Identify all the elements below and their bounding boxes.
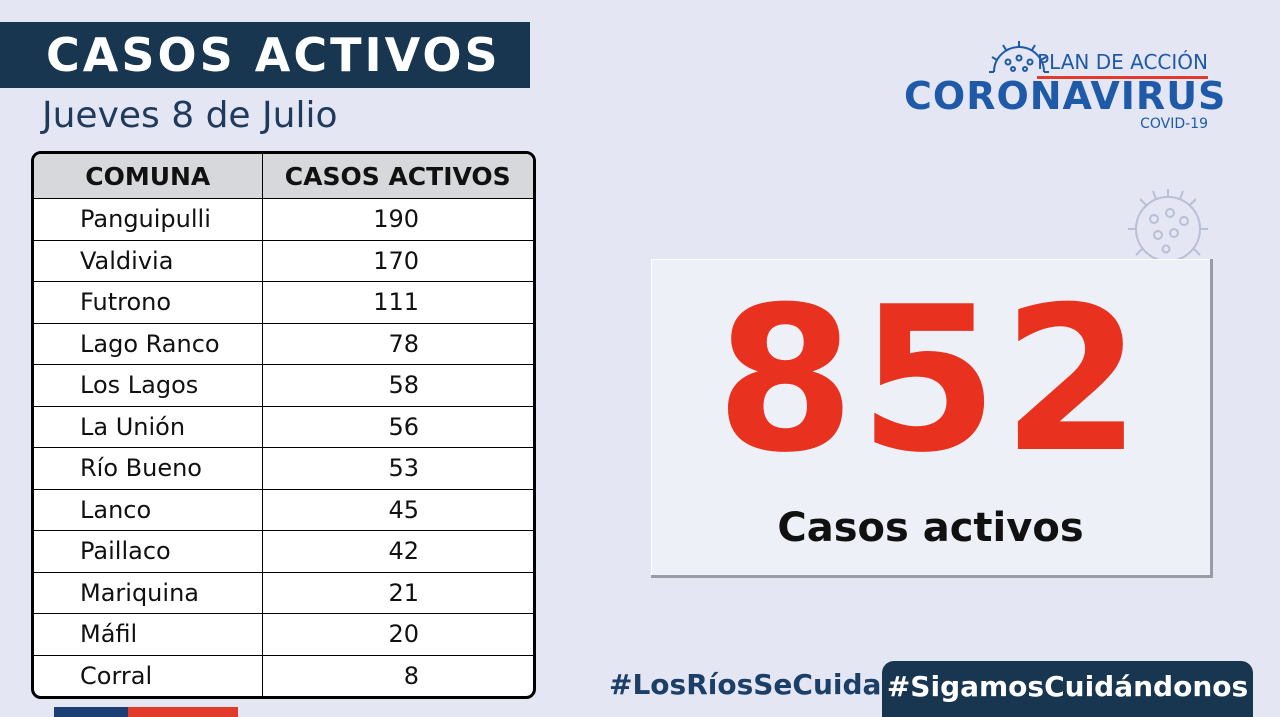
- comuna-cell: Paillaco: [34, 530, 263, 573]
- table-row: Valdivia 170: [34, 239, 533, 282]
- table-row: Río Bueno 53: [34, 447, 533, 490]
- coronavirus-logo: PLAN DE ACCIÓN CORONAVIRUS COVID-19: [900, 40, 1225, 136]
- footer-bar-red: [128, 707, 238, 717]
- title-bar: CASOS ACTIVOS: [0, 22, 530, 88]
- comuna-cell: Futrono: [34, 281, 263, 324]
- table-row: Paillaco 42: [34, 530, 533, 573]
- casos-cell: 45: [261, 488, 533, 531]
- comuna-cell: Lanco: [34, 488, 263, 531]
- casos-cell: 58: [261, 364, 533, 407]
- footer-color-bar: [54, 707, 238, 717]
- casos-cell: 190: [261, 198, 533, 241]
- comuna-cell: Lago Ranco: [34, 322, 263, 365]
- comuna-cell: Mariquina: [34, 571, 263, 614]
- footer-bar-blue: [54, 707, 128, 717]
- table-row: La Unión 56: [34, 405, 533, 448]
- logo-main-text: CORONAVIRUS: [904, 74, 1227, 118]
- date-subtitle: Jueves 8 de Julio: [42, 95, 338, 136]
- casos-cell: 170: [261, 239, 533, 282]
- hashtag-banner: #SigamosCuidándonos: [882, 661, 1253, 717]
- casos-cell: 21: [261, 571, 533, 614]
- logo-plan-text: PLAN DE ACCIÓN: [1037, 50, 1208, 79]
- virus-icon: [1128, 189, 1208, 261]
- page-title: CASOS ACTIVOS: [46, 28, 501, 82]
- logo-covid-text: COVID-19: [1140, 116, 1208, 132]
- comuna-cell: Los Lagos: [34, 364, 263, 407]
- table-header-row: COMUNA CASOS ACTIVOS: [34, 154, 533, 199]
- casos-cell: 56: [261, 405, 533, 448]
- casos-cell: 111: [261, 281, 533, 324]
- table-row: Corral 8: [34, 654, 533, 696]
- total-cases-label: Casos activos: [777, 505, 1084, 551]
- casos-cell: 8: [261, 654, 533, 696]
- table-row: Lanco 45: [34, 488, 533, 531]
- casos-cell: 53: [261, 447, 533, 490]
- hashtag-los-rios: #LosRíosSeCuida: [609, 668, 882, 701]
- virus-icon: [989, 41, 1049, 73]
- comuna-cell: Máfil: [34, 613, 263, 656]
- hashtag-sigamos: #SigamosCuidándonos: [886, 670, 1249, 703]
- casos-cell: 78: [261, 322, 533, 365]
- comuna-cell: Corral: [34, 654, 263, 696]
- comuna-cell: Valdivia: [34, 239, 263, 282]
- casos-cell: 20: [261, 613, 533, 656]
- table-row: Los Lagos 58: [34, 364, 533, 407]
- table-row: Máfil 20: [34, 613, 533, 656]
- header-comuna: COMUNA: [34, 154, 263, 199]
- comuna-cell: Panguipulli: [34, 198, 263, 241]
- header-casos-activos: CASOS ACTIVOS: [261, 154, 533, 199]
- table-row: Panguipulli 190: [34, 198, 533, 241]
- cases-table: COMUNA CASOS ACTIVOS Panguipulli 190 Vald…: [31, 151, 536, 699]
- casos-cell: 42: [261, 530, 533, 573]
- table-row: Mariquina 21: [34, 571, 533, 614]
- comuna-cell: Río Bueno: [34, 447, 263, 490]
- table-row: Lago Ranco 78: [34, 322, 533, 365]
- comuna-cell: La Unión: [34, 405, 263, 448]
- total-cases-panel: 852 Casos activos: [651, 259, 1213, 578]
- total-cases-number: 852: [715, 264, 1146, 497]
- table-row: Futrono 111: [34, 281, 533, 324]
